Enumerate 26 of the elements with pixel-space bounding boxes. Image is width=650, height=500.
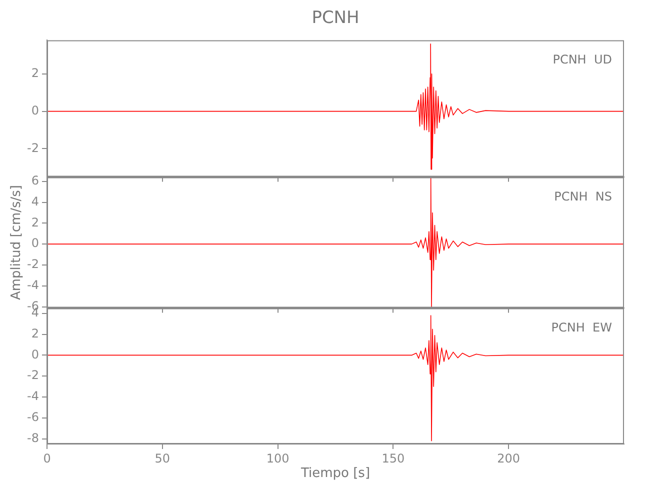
y-tick-label: -2 [27, 257, 39, 272]
y-tick-label: 2 [31, 215, 39, 230]
y-tick-label: -8 [27, 430, 39, 445]
y-tick-label: -2 [27, 368, 39, 382]
y-tick-label: 0 [31, 103, 39, 118]
y-tick-label: 2 [31, 326, 39, 340]
annotation: PCNH NS [554, 189, 612, 204]
annotation: PCNH EW [551, 320, 612, 334]
y-tick-label: -4 [27, 278, 39, 292]
y-tick-label: 6 [31, 174, 39, 188]
x-tick-label: 50 [154, 451, 170, 466]
chart-title: PCNH [310, 8, 360, 28]
y-tick-label: 2 [31, 66, 39, 80]
y-tick-label: -4 [27, 389, 39, 404]
y-tick-label: -6 [27, 410, 39, 424]
y-axis-title: Amplitud [cm/s/s] [8, 184, 24, 300]
x-tick-label: 150 [382, 451, 405, 466]
y-tick-label: -2 [27, 140, 39, 155]
x-tick-label: 200 [497, 451, 520, 466]
x-tick-label: 0 [43, 451, 51, 466]
y-tick-label: 0 [31, 347, 39, 362]
x-axis-title: Tiempo [s] [300, 466, 372, 481]
y-tick-label: 4 [31, 194, 39, 208]
y-tick-label: 0 [31, 236, 39, 250]
annotation: PCNH UD [552, 52, 612, 66]
x-tick-label: 100 [266, 451, 290, 466]
